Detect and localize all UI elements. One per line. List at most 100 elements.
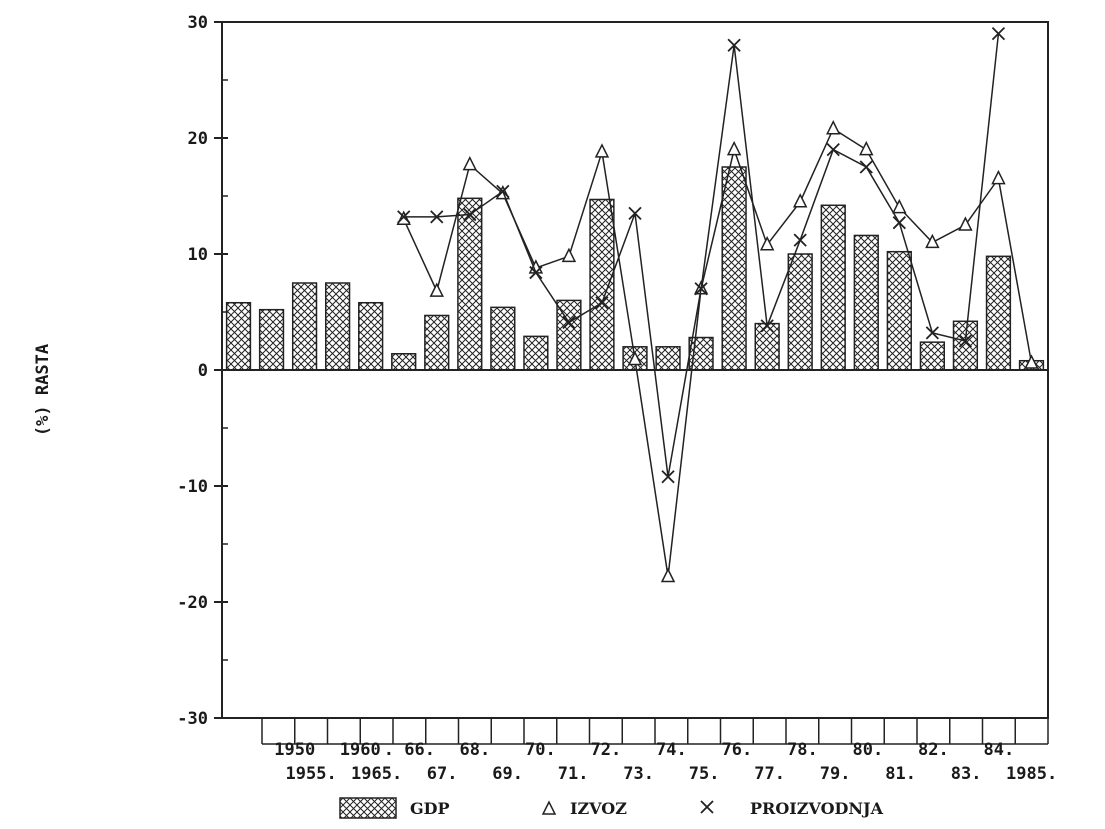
gdp-bar bbox=[655, 346, 681, 371]
x-tick-label-bottom: 1965. bbox=[351, 764, 402, 784]
y-tick-label: -30 bbox=[177, 709, 208, 729]
y-tick-label: 20 bbox=[188, 129, 208, 149]
proizvodnja-point bbox=[892, 216, 906, 230]
x-tick-label-bottom: 69. bbox=[492, 764, 523, 784]
legend-izvoz-label: IZVOZ bbox=[570, 799, 627, 818]
gdp-bar bbox=[886, 250, 912, 371]
izvoz-point bbox=[792, 193, 808, 208]
proizvodnja-point bbox=[859, 160, 873, 174]
gdp-bar bbox=[985, 255, 1012, 371]
x-tick-label-bottom: 83. bbox=[951, 764, 982, 784]
x-tick-label-bottom: 79. bbox=[820, 764, 851, 784]
x-tick-label-top: 70. bbox=[525, 740, 556, 760]
x-tick-label-top: 80. bbox=[853, 740, 884, 760]
izvoz-point bbox=[892, 198, 907, 214]
izvoz-point bbox=[429, 282, 444, 297]
x-tick-label-top: 82. bbox=[918, 740, 949, 760]
gdp-bar bbox=[589, 198, 615, 371]
legend-izvoz-symbol bbox=[541, 800, 557, 815]
gdp-bars bbox=[225, 166, 1045, 371]
gdp-bar bbox=[787, 253, 813, 371]
x-tick-label-bottom: 73. bbox=[623, 764, 654, 784]
proizvodnja-point bbox=[496, 184, 510, 198]
izvoz-point bbox=[594, 143, 610, 158]
proizvodnja-point bbox=[463, 207, 477, 222]
izvoz-point bbox=[991, 169, 1006, 185]
x-tick-label-top: 1950 bbox=[274, 740, 315, 760]
x-tick-label-top: 84. bbox=[984, 740, 1015, 760]
proizvodnja-point bbox=[595, 296, 609, 310]
izvoz-point bbox=[627, 350, 643, 366]
gdp-bar bbox=[523, 335, 549, 371]
proizvodnja-point bbox=[793, 233, 807, 247]
izvoz-point bbox=[396, 210, 411, 225]
proizvodnja-point bbox=[694, 282, 708, 296]
y-tick-label: -10 bbox=[177, 477, 208, 497]
gdp-bar bbox=[358, 301, 384, 371]
izvoz-point bbox=[660, 567, 676, 583]
x-tick-label-bottom: 71. bbox=[558, 764, 589, 784]
proizvodnja-point bbox=[826, 142, 840, 157]
gdp-bar bbox=[258, 308, 285, 371]
x-tick-label-top: 72. bbox=[591, 740, 622, 760]
proizvodnja-line bbox=[403, 33, 1000, 477]
gdp-bar bbox=[853, 234, 879, 371]
x-tick-label-bottom: 1985. bbox=[1006, 764, 1057, 784]
proizvodnja-point bbox=[397, 210, 411, 224]
proizvodnja-point bbox=[661, 470, 675, 484]
y-tick-label: 10 bbox=[188, 245, 208, 265]
x-tick-label-top: . 66. bbox=[384, 740, 435, 760]
gdp-bar bbox=[291, 282, 318, 371]
izvoz-series bbox=[396, 120, 1039, 583]
legend-proizvodnja-label: PROIZVODNJA bbox=[750, 799, 884, 818]
gdp-bar bbox=[225, 301, 252, 371]
x-tick-label-bottom: 81. bbox=[885, 764, 916, 784]
proizvodnja-point bbox=[925, 326, 939, 340]
y-tick-label: -20 bbox=[177, 593, 208, 613]
izvoz-point bbox=[958, 216, 973, 231]
izvoz-point bbox=[462, 156, 478, 171]
gdp-bar bbox=[919, 341, 946, 371]
proizvodnja-series bbox=[397, 26, 1006, 484]
x-tick-label-top: 74. bbox=[656, 740, 687, 760]
gdp-bar bbox=[324, 282, 351, 371]
y-tick-label: 30 bbox=[188, 13, 208, 33]
proizvodnja-point bbox=[430, 210, 444, 224]
gdp-bar bbox=[721, 166, 747, 371]
izvoz-point bbox=[759, 236, 775, 251]
izvoz-point bbox=[1024, 354, 1039, 369]
izvoz-point bbox=[925, 233, 940, 249]
x-tick-label-bottom: 67. bbox=[427, 764, 458, 784]
gdp-bar bbox=[457, 197, 483, 371]
proizvodnja-point bbox=[628, 206, 642, 221]
gdp-bar bbox=[391, 353, 417, 371]
gdp-bar bbox=[820, 204, 846, 371]
x-tick-label-top: 76. bbox=[722, 740, 753, 760]
x-tick-label-bottom: 75. bbox=[689, 764, 720, 784]
proizvodnja-point bbox=[991, 26, 1006, 41]
proizvodnja-point bbox=[562, 315, 576, 330]
gdp-bar bbox=[424, 314, 450, 371]
x-tick-label-bottom: 77. bbox=[754, 764, 785, 784]
gdp-bar bbox=[754, 322, 780, 371]
gdp-bar bbox=[490, 306, 516, 371]
proizvodnja-point bbox=[760, 319, 774, 333]
izvoz-point bbox=[826, 120, 841, 135]
y-tick-label: 0 bbox=[198, 361, 208, 381]
proizvodnja-point bbox=[727, 38, 741, 52]
gdp-bar bbox=[952, 320, 979, 371]
proizvodnja-point bbox=[958, 334, 973, 348]
y-axis-label: (%) RASTA bbox=[33, 344, 53, 436]
proizvodnja-point bbox=[529, 265, 543, 280]
izvoz-point bbox=[859, 140, 874, 156]
x-tick-label-top: 68. bbox=[460, 740, 491, 760]
izvoz-point bbox=[726, 140, 742, 156]
legend-gdp-label: GDP bbox=[410, 799, 450, 818]
legend-proizvodnja-symbol bbox=[700, 800, 714, 814]
izvoz-point bbox=[561, 247, 577, 263]
x-tick-label-bottom: 1955. bbox=[286, 764, 337, 784]
x-tick-label-top: 78. bbox=[787, 740, 818, 760]
legend: GDP IZVOZ PROIZVODNJA bbox=[339, 797, 884, 819]
